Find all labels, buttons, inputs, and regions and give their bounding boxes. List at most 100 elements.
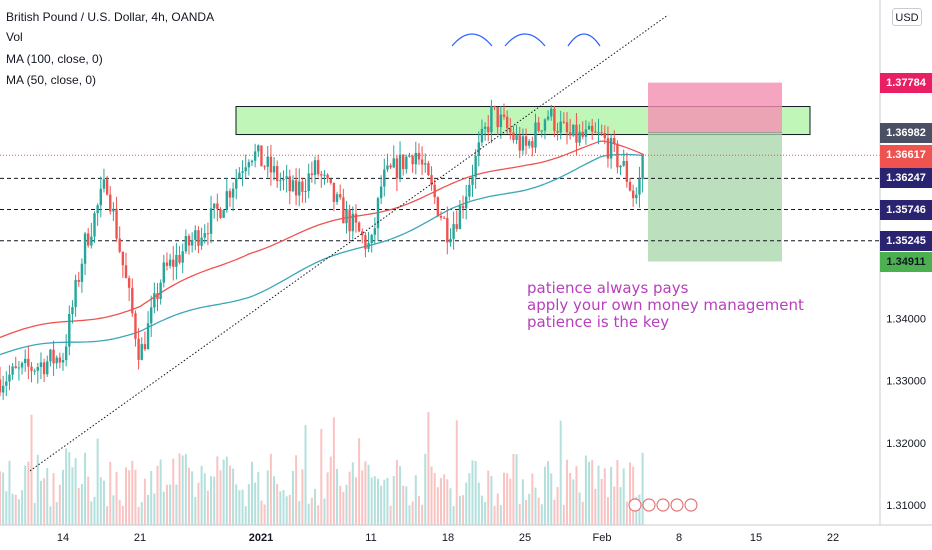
volume-bar [606,497,609,525]
candle-body [187,235,191,246]
volume-bar [251,461,253,525]
candle-body [490,106,493,133]
candle-body [433,184,436,198]
volume-bar [336,468,339,525]
volume-bar [411,501,414,525]
volume-bar [424,453,427,525]
candle-body [260,145,263,167]
volume-bar [496,493,499,525]
volume-bar [102,480,105,525]
candle-body [285,176,288,179]
candle-body [584,129,588,137]
volume-bar [33,503,36,525]
volume-bar [159,459,162,525]
volume-bar [118,499,121,525]
candle-body [172,259,175,267]
candle-body [61,359,65,363]
candle-body [80,263,84,282]
volume-bar [509,478,512,525]
volume-bar [625,501,628,525]
candle-body [480,128,484,143]
candle-body [528,141,531,146]
volume-bar [210,476,213,525]
candle-body [455,224,458,229]
candles [0,99,644,400]
volume-bar [90,501,93,525]
volume-bar [80,483,83,525]
volume-bar [521,479,524,525]
volume-bar [184,454,187,525]
candle-body [616,143,619,168]
event-flag-icon [670,498,684,512]
volume-bar [537,497,540,525]
candle-body [46,361,49,375]
volume-bar [279,491,282,525]
candle-body [96,205,99,214]
candle-body [203,233,206,238]
volume-bar [27,461,30,525]
volume-bar [238,490,241,525]
ma100-legend: MA (100, close, 0) [6,52,103,66]
candle-body [222,210,225,218]
candle-body [449,238,452,243]
volume-bar [358,438,361,525]
volume-bar [443,474,446,525]
candle-body [0,379,2,393]
volume-bar [288,494,291,525]
price-badge: 1.34911 [880,251,932,272]
volume-bar [317,505,320,525]
volume-bar [392,476,395,525]
candle-body [55,357,58,364]
candle-body [376,198,380,229]
volume-bar [342,491,345,525]
volume-bar [194,496,197,525]
candle-body [244,167,247,172]
event-flag-icon [628,498,642,512]
volume-bar [5,491,8,525]
volume-bar [373,476,376,525]
volume-bar [143,478,146,525]
volume-bar [503,472,505,525]
candle-body [496,107,499,128]
event-flag-icon [684,498,698,512]
price-badge: 1.37784 [880,72,932,93]
candle-body [304,190,307,192]
candle-body [153,293,156,308]
candle-body [5,381,8,386]
volume-bar [377,478,379,525]
volume-bar [531,473,534,525]
candle-body [247,162,251,168]
volume-bar [165,484,168,525]
candle-body [603,132,606,139]
volume-bar [581,501,584,525]
event-flag-icon [642,498,656,512]
volume-bar [550,473,553,525]
candle-body [146,323,150,350]
x-tick-label: 18 [442,532,454,544]
volume-bar [46,468,49,525]
annotation-text: patience always pays apply your own mone… [527,280,804,331]
candle-body [257,145,260,152]
volume-bar [515,454,518,525]
candle-body [575,124,578,143]
volume-bar [200,465,203,525]
volume-bar [518,504,521,525]
volume-bar [65,448,68,525]
volume-bar [62,469,64,525]
candle-body [64,346,68,360]
currency-button[interactable]: USD [892,8,922,26]
volume-bar [572,479,575,525]
volume-bar [383,479,386,525]
volume-bar [465,482,468,525]
y-tick-label: 1.34000 [886,313,926,325]
volume-bar [458,495,461,525]
candle-body [534,122,537,148]
annotation-line: patience is the key [527,313,670,331]
candle-body [471,176,474,185]
candle-body [609,138,613,159]
volume-bar [556,487,559,525]
trendline [29,14,669,472]
candle-body [36,366,39,371]
annotation-line: patience always pays [527,279,689,297]
